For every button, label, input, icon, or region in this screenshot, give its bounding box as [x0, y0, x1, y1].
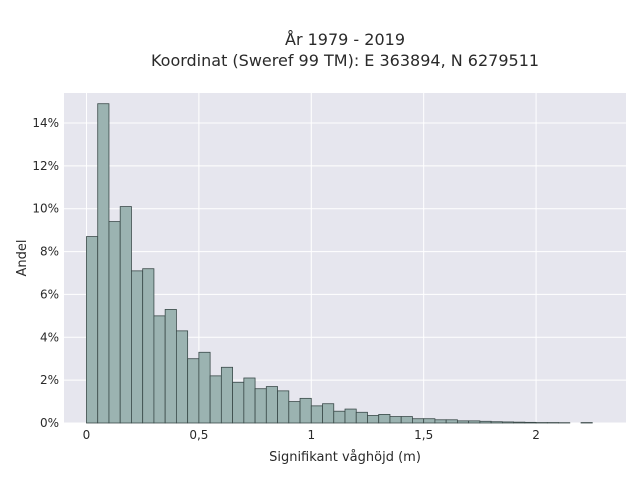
histogram-bar: [468, 420, 481, 424]
histogram-bar: [97, 103, 110, 424]
histogram-bar: [119, 206, 132, 424]
histogram-bar: [524, 421, 537, 424]
histogram-bar: [277, 390, 290, 424]
histogram-bar: [164, 309, 177, 424]
histogram-bar: [288, 401, 301, 424]
histogram-bar: [198, 351, 211, 424]
x-tick-label: 0: [83, 428, 91, 442]
y-tick-label: 4%: [40, 330, 59, 344]
histogram-bar: [153, 315, 166, 424]
histogram-bar: [389, 416, 402, 424]
y-tick-label: 6%: [40, 287, 59, 301]
bars: [86, 103, 593, 424]
histogram-bar: [187, 358, 200, 424]
histogram-bar: [131, 270, 144, 424]
y-tick-label: 12%: [32, 159, 59, 173]
y-tick-label: 10%: [32, 202, 59, 216]
x-tick-label: 2: [532, 428, 540, 442]
histogram-bar: [412, 418, 425, 424]
histogram-bar: [232, 381, 245, 424]
histogram-bar: [490, 421, 503, 424]
y-tick-label: 2%: [40, 373, 59, 387]
histogram-bar: [400, 416, 413, 424]
chart-title: År 1979 - 2019: [285, 30, 405, 49]
histogram-bar: [265, 386, 278, 424]
y-tick-labels: 0% 2% 4% 6% 8% 10% 12% 14%: [32, 116, 59, 430]
histogram-bar: [254, 388, 267, 424]
chart-subtitle: Koordinat (Sweref 99 TM): E 363894, N 62…: [151, 51, 539, 70]
histogram-bar: [378, 414, 391, 424]
histogram-bar: [108, 221, 121, 424]
x-tick-labels: 0 0,5 1 1,5 2: [83, 428, 540, 442]
y-axis-label: Andel: [15, 240, 30, 277]
histogram-bar: [344, 408, 357, 424]
histogram-bar: [501, 421, 514, 424]
histogram-bar: [355, 411, 368, 424]
histogram-bar: [479, 420, 492, 424]
x-axis-label: Signifikant våghöjd (m): [269, 450, 421, 465]
histogram-bar: [423, 418, 436, 424]
x-tick-label: 0,5: [189, 428, 208, 442]
histogram-bar: [310, 405, 323, 424]
histogram-bar: [333, 410, 346, 424]
histogram-bar: [142, 268, 155, 424]
histogram-bar: [434, 419, 447, 424]
x-tick-label: 1,5: [414, 428, 433, 442]
histogram-bar: [367, 415, 380, 424]
histogram-bar: [513, 421, 526, 424]
histogram-bar: [243, 377, 256, 424]
histogram-bar: [175, 330, 189, 424]
y-tick-label: 8%: [40, 245, 59, 259]
histogram-bar: [299, 397, 312, 424]
y-tick-label: 0%: [40, 416, 59, 430]
histogram-bar: [445, 419, 458, 424]
x-tick-label: 1: [307, 428, 315, 442]
histogram-bar: [209, 375, 222, 424]
histogram-bar: [322, 403, 335, 424]
y-tick-label: 14%: [32, 116, 59, 130]
histogram-bar: [86, 236, 99, 424]
histogram-bar: [456, 420, 470, 424]
histogram-bar: [220, 366, 234, 424]
